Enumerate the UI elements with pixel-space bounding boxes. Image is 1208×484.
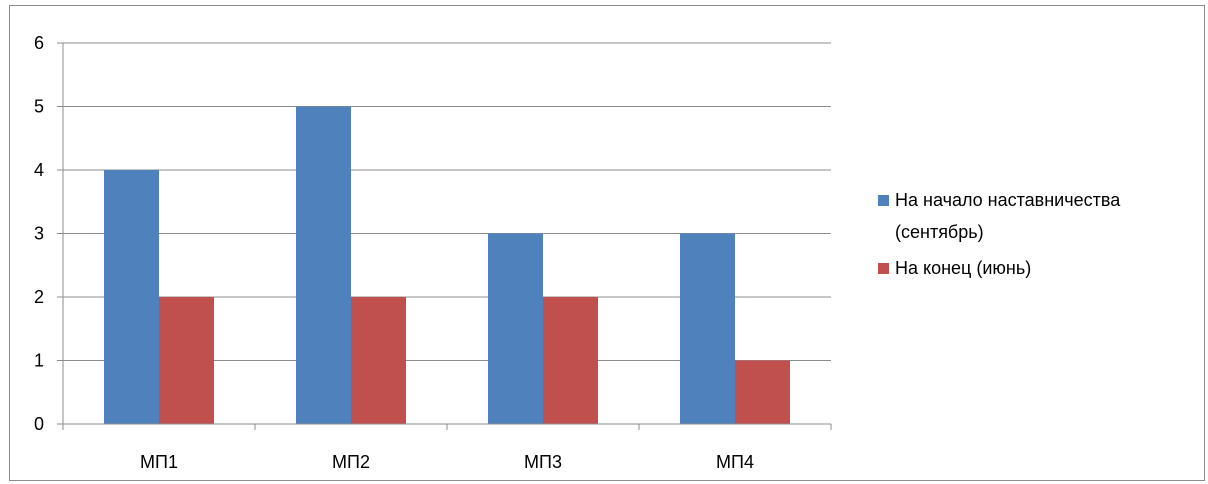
bars: [104, 106, 790, 424]
axes: [57, 42, 832, 430]
legend-label-series-1: На начало наставничества (сентябрь): [895, 190, 1121, 242]
y-tick-label-2: 2: [34, 287, 44, 307]
y-tick-label-6: 6: [34, 33, 44, 53]
x-tick-labels: МП1 МП2 МП3 МП4: [140, 452, 754, 472]
bar-МП3-series-1: [488, 233, 543, 424]
bar-МП2-series-1: [296, 106, 351, 424]
y-tick-labels: 0 1 2 3 4 5 6: [34, 33, 44, 434]
y-tick-label-1: 1: [34, 351, 44, 371]
legend-item-series-2: На конец (июнь): [878, 252, 1198, 284]
legend-swatch-series-1: [878, 195, 889, 206]
x-tick-label-МП3: МП3: [524, 452, 562, 472]
bar-МП4-series-2: [735, 360, 790, 424]
legend-swatch-series-2: [878, 263, 889, 274]
bar-МП3-series-2: [543, 297, 598, 424]
x-tick-label-МП4: МП4: [716, 452, 754, 472]
x-tick-label-МП2: МП2: [332, 452, 370, 472]
legend-item-series-1: На начало наставничества (сентябрь): [878, 184, 1198, 248]
bar-МП4-series-1: [680, 233, 735, 424]
legend-label-series-2: На конец (июнь): [895, 258, 1032, 278]
y-tick-label-0: 0: [34, 414, 44, 434]
bar-МП1-series-1: [104, 170, 159, 424]
legend: На начало наставничества (сентябрь) На к…: [878, 184, 1198, 288]
x-tick-label-МП1: МП1: [140, 452, 178, 472]
y-tick-label-3: 3: [34, 224, 44, 244]
bar-МП1-series-2: [159, 297, 214, 424]
y-tick-label-4: 4: [34, 160, 44, 180]
y-tick-label-5: 5: [34, 97, 44, 117]
bar-МП2-series-2: [351, 297, 406, 424]
